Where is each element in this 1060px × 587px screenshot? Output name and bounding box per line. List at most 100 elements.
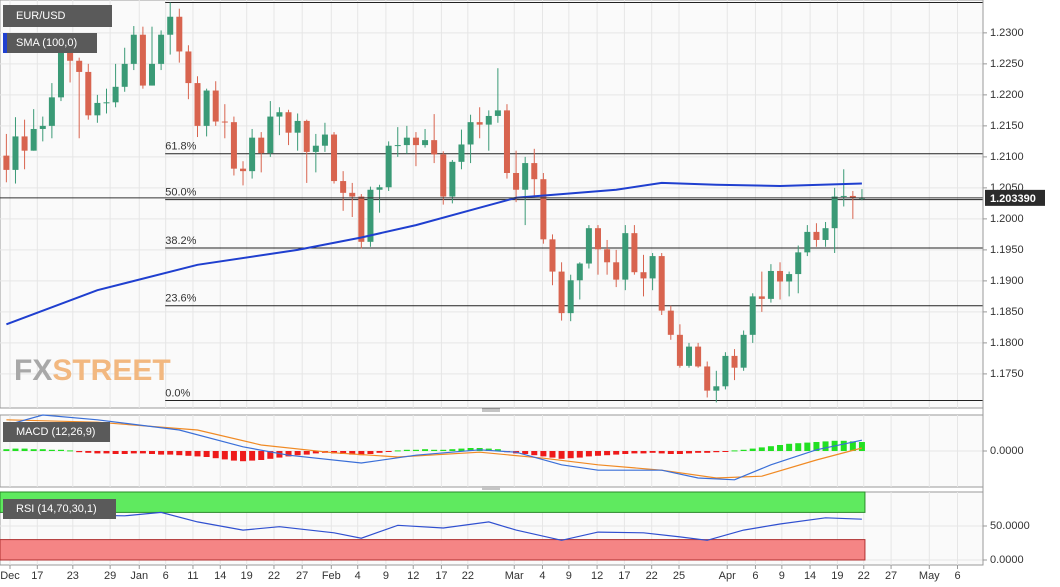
y-tick-label: 0.0000	[990, 554, 1024, 566]
candle-body	[667, 310, 674, 335]
candle-body	[185, 51, 192, 84]
fib-label: 61.8%	[165, 141, 196, 153]
candle-body	[558, 271, 565, 314]
x-tick-label: 19	[831, 570, 843, 582]
x-tick-label: Dec	[0, 570, 20, 582]
candle-body	[94, 102, 101, 116]
candle-body	[349, 192, 356, 197]
macd-bar	[494, 449, 501, 451]
candle-body	[777, 270, 784, 282]
x-tick-label: 14	[804, 570, 816, 582]
macd-bar	[294, 451, 301, 456]
macd-bar	[276, 451, 283, 458]
macd-bar	[85, 451, 92, 453]
x-tick-label: Mar	[505, 570, 524, 582]
macd-bar	[103, 451, 110, 454]
candle-body	[795, 252, 802, 275]
macd-bar	[858, 442, 865, 451]
line	[6, 419, 863, 479]
marks: Dec 17 23 29 Jan 6 11 14 19 22 27 Feb 4 9 12 17 22 Mar 4 9 1…	[0, 1, 1045, 582]
macd-bar	[767, 446, 774, 451]
y-tick-label: 50.0000	[990, 520, 1030, 532]
macd-bar	[731, 450, 738, 452]
candle-body	[640, 272, 647, 279]
candle-body	[57, 52, 64, 98]
y-tick-label: 1.2300	[990, 27, 1024, 39]
legend-sma: SMA (100,0)	[16, 37, 77, 49]
candle-body	[531, 163, 538, 180]
macd-bar	[121, 451, 128, 454]
candle-body	[449, 161, 456, 197]
x-tick-label: 4	[355, 570, 361, 582]
legend-macd: MACD (12,26,9)	[16, 426, 95, 438]
x-tick-label: 17	[31, 570, 43, 582]
macd-bar	[849, 441, 856, 451]
x-tick-label: 9	[566, 570, 572, 582]
macd-bar	[585, 451, 592, 457]
x-tick-label: 22	[646, 570, 658, 582]
macd-bar	[240, 451, 247, 462]
candle-body	[367, 189, 374, 242]
candle-body	[485, 115, 492, 125]
macd-bar	[94, 451, 101, 454]
candle-body	[12, 136, 19, 170]
oversold-zone	[0, 539, 866, 561]
candle-body	[740, 334, 747, 368]
y-tick-label: 0.0000	[990, 445, 1024, 457]
candle-body	[422, 140, 429, 146]
candle-body	[112, 86, 119, 103]
x-tick-label: 22	[462, 570, 474, 582]
macd-bar	[540, 451, 547, 457]
candle-body	[749, 296, 756, 335]
candle-body	[767, 270, 774, 299]
y-tick-label: 1.2250	[990, 58, 1024, 70]
y-tick-label: 1.2200	[990, 89, 1024, 101]
candle-body	[21, 136, 28, 151]
candle-body	[704, 366, 711, 391]
macd-bar	[48, 449, 55, 451]
candle-body	[340, 181, 347, 193]
candle-body	[676, 334, 683, 366]
candle-body	[649, 256, 656, 279]
candle-body	[67, 52, 74, 61]
candle-body	[849, 195, 856, 198]
macd-bar	[594, 451, 601, 456]
macd-bar	[303, 451, 310, 455]
macd-bar	[267, 451, 274, 459]
macd-bar	[385, 451, 392, 452]
macd-bar	[194, 451, 201, 457]
macd-bar	[230, 451, 237, 461]
macd-bar	[67, 450, 74, 452]
candle-body	[331, 134, 338, 182]
candle-body	[467, 122, 474, 145]
candle-body	[840, 195, 847, 197]
macd-bar	[30, 449, 37, 451]
candle-body	[549, 239, 556, 272]
x-tick-label: 22	[268, 570, 280, 582]
macd-bar	[467, 448, 474, 451]
y-tick-label: 1.2100	[990, 151, 1024, 163]
candle-body	[613, 262, 620, 280]
x-tick-label: 27	[296, 570, 308, 582]
macd-bar	[531, 451, 538, 456]
macd-bar	[21, 448, 28, 451]
fib-label: 0.0%	[165, 387, 190, 399]
x-tick-label: 6	[752, 570, 758, 582]
macd-bar	[676, 451, 683, 454]
x-tick-label: 14	[214, 570, 226, 582]
y-tick-label: 1.1850	[990, 306, 1024, 318]
candle-body	[130, 34, 137, 64]
macd-bar	[285, 451, 292, 457]
x-tick-label: 4	[539, 570, 545, 582]
candle-body	[713, 386, 720, 391]
macd-bar	[57, 449, 64, 451]
macd-bar	[604, 451, 611, 456]
macd-bar	[822, 441, 829, 451]
candle-body	[758, 296, 765, 299]
macd-bar	[522, 451, 529, 454]
x-tick-label: 11	[187, 570, 198, 582]
candle-body	[576, 263, 583, 281]
candle-body	[39, 125, 46, 129]
y-tick-label: 1.1950	[990, 244, 1024, 256]
